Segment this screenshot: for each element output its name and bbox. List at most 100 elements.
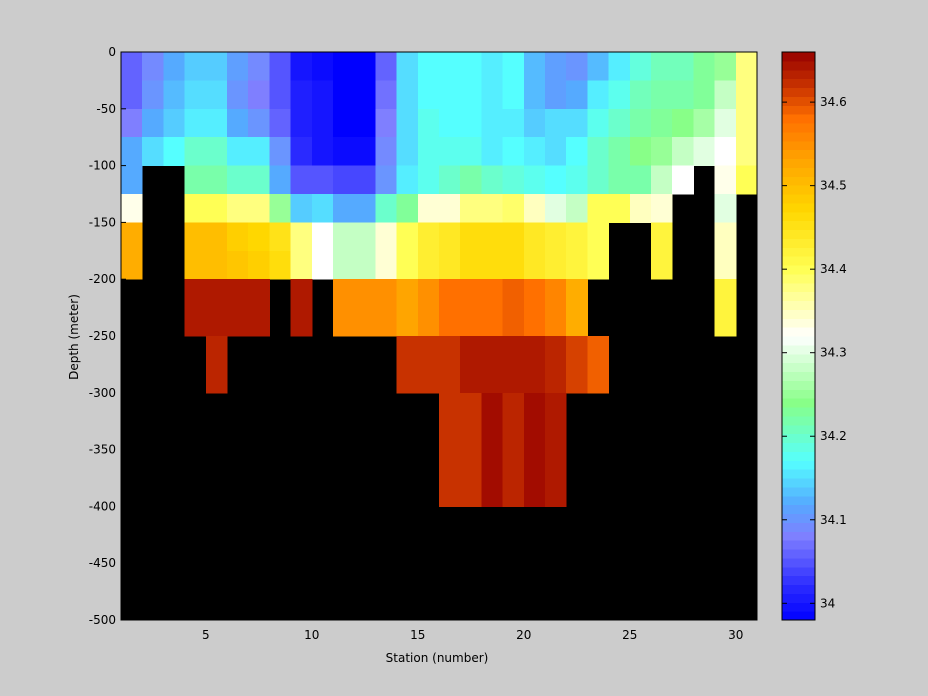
heatmap-cell [502,80,525,110]
colorbar-level [782,60,815,71]
colorbar-tick-label: 34 [820,596,835,610]
heatmap-cell [439,392,461,422]
heatmap-cell [142,80,164,110]
heatmap-cell [460,80,482,110]
heatmap-cell [608,137,631,167]
heatmap-cell [672,52,694,81]
heatmap-cell [375,250,398,280]
heatmap-cell [439,165,461,195]
heatmap-cell [396,250,419,280]
heatmap-cell [396,165,419,195]
heatmap-cell [227,52,249,81]
heatmap-cell [523,250,546,280]
colorbar-level [782,300,815,310]
heatmap-cell [311,165,334,195]
heatmap-cell [417,80,440,110]
heatmap-cell [629,137,652,167]
heatmap-cell [354,108,376,138]
heatmap-cell [629,108,652,138]
x-tick-label: 30 [728,628,743,642]
heatmap-cell [163,108,186,138]
heatmap-cell [545,52,567,81]
heatmap-cell [587,80,610,110]
heatmap-cell [439,137,461,167]
heatmap-cell [290,165,313,195]
heatmap-cell [502,222,525,252]
heatmap-cell [545,165,567,195]
heatmap-cell [735,137,758,167]
colorbar-level [782,451,815,461]
heatmap-cell [545,194,567,223]
colorbar-level [782,513,815,523]
heatmap-cell [545,222,567,252]
heatmap-cell [354,279,376,309]
colorbar-level [782,362,815,373]
heatmap-cell [311,137,334,167]
heatmap-cell [545,80,567,110]
heatmap-cell [417,222,440,252]
heatmap-cell [269,222,292,252]
heatmap-cell [184,250,207,280]
heatmap-cell [735,80,758,110]
heatmap-cell [205,194,228,223]
heatmap-cell [417,364,440,394]
colorbar-level [782,415,815,426]
colorbar-level [782,167,815,177]
colorbar-level [782,220,815,231]
heatmap-cell [227,250,249,280]
heatmap-cell [290,307,313,337]
colorbar-level [782,522,815,532]
y-tick-label: -400 [89,499,116,513]
heatmap-cell [566,108,588,138]
heatmap-cell [311,52,334,81]
colorbar-level [782,531,815,541]
heatmap-cell [481,165,504,195]
heatmap-cell [184,108,207,138]
colorbar-level [782,131,815,142]
heatmap-cell [396,80,419,110]
heatmap-cell [714,137,737,167]
heatmap-cell [354,307,376,337]
heatmap-cell [545,449,567,479]
heatmap-cell [333,279,355,309]
heatmap-cell [523,108,546,138]
heatmap-cell [672,165,694,195]
heatmap-cell [205,165,228,195]
heatmap-cell [523,392,546,422]
heatmap-cell [523,222,546,252]
heatmap-cell [269,194,292,223]
heatmap-cell [693,52,716,81]
heatmap-cell [439,279,461,309]
heatmap-cell [311,250,334,280]
heatmap-cell [481,392,504,422]
heatmap-cell [375,137,398,167]
colorbar-level [782,566,815,577]
y-tick-label: -100 [89,159,116,173]
heatmap-cell [566,336,588,365]
heatmap-cell [502,279,525,309]
heatmap-cell [523,307,546,337]
heatmap-cell [523,80,546,110]
heatmap-cell [629,165,652,195]
colorbar-level [782,211,815,222]
heatmap-cell [333,165,355,195]
heatmap-cell [290,108,313,138]
colorbar-level [782,424,815,435]
heatmap-cell [290,52,313,81]
heatmap-cell [523,194,546,223]
y-axis-label: Depth (meter) [67,294,81,380]
heatmap-cell [502,421,525,451]
heatmap-cell [651,80,673,110]
colorbar-level [782,469,815,479]
colorbar-level [782,575,815,586]
heatmap-cell [290,222,313,252]
heatmap-cell [651,222,673,252]
heatmap-cell [227,80,249,110]
x-tick-label: 5 [202,628,210,642]
heatmap-cell [227,137,249,167]
heatmap-cell [608,52,631,81]
colorbar-level [782,380,815,390]
heatmap-cell [439,336,461,365]
y-tick-label: -450 [89,556,116,570]
